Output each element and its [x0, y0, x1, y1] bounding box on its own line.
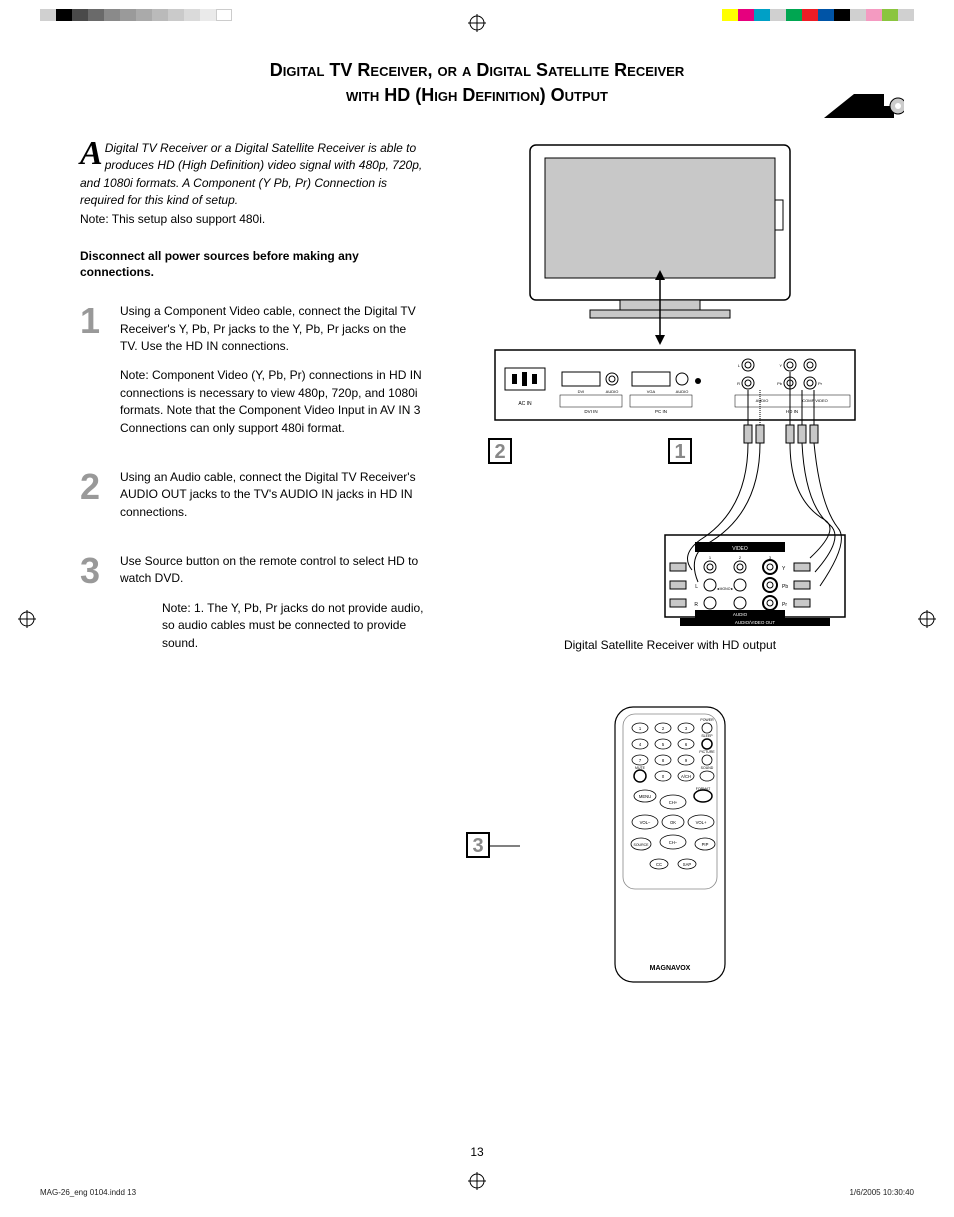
- svg-text:AUDIO: AUDIO: [606, 389, 619, 394]
- footer-filename: MAG-26_eng 0104.indd 13: [40, 1188, 136, 1197]
- svg-text:2: 2: [739, 555, 742, 560]
- svg-text:VIDEO: VIDEO: [732, 546, 748, 552]
- svg-text:MENU: MENU: [639, 794, 651, 799]
- step-text: Use Source button on the remote control …: [120, 553, 425, 588]
- intro-note: Note: This setup also support 480i.: [80, 212, 425, 226]
- diagram-caption: Digital Satellite Receiver with HD outpu…: [470, 638, 870, 652]
- title-line2: with HD (High Definition) Output: [0, 85, 954, 106]
- svg-text:Y: Y: [782, 566, 786, 572]
- step-number: 3: [80, 553, 120, 664]
- svg-text:R: R: [737, 381, 740, 386]
- disconnect-warning: Disconnect all power sources before maki…: [80, 248, 425, 282]
- svg-text:A/CH: A/CH: [681, 774, 691, 779]
- svg-text:R: R: [694, 602, 698, 608]
- svg-text:PICTURE: PICTURE: [699, 750, 715, 754]
- svg-text:Pb: Pb: [777, 381, 783, 386]
- svg-text:CC: CC: [656, 862, 662, 867]
- svg-text:VGA: VGA: [647, 389, 656, 394]
- svg-text:AUDIO: AUDIO: [756, 398, 769, 403]
- diagram-callout-3: 3: [466, 832, 490, 858]
- step-3: 3 Use Source button on the remote contro…: [80, 553, 425, 664]
- diagram-callout-2: 2: [488, 438, 512, 464]
- svg-text:Y: Y: [779, 363, 782, 368]
- svg-text:COMP VIDEO: COMP VIDEO: [802, 398, 828, 403]
- page-number: 13: [0, 1145, 954, 1159]
- remote-diagram: 123 POWER 456 SLEEP 789 PICTURE MUTE0A/C…: [470, 702, 870, 992]
- svg-text:VOL−: VOL−: [640, 820, 651, 825]
- connection-diagram: AC IN DVI AUDIO DVI IN VGA AUDIO PC IN L…: [470, 140, 870, 630]
- print-footer: MAG-26_eng 0104.indd 13 1/6/2005 10:30:4…: [40, 1188, 914, 1197]
- svg-text:PIP: PIP: [702, 842, 709, 847]
- svg-text:VOL+: VOL+: [696, 820, 707, 825]
- svg-text:Pr: Pr: [818, 381, 823, 386]
- step-2: 2 Using an Audio cable, connect the Digi…: [80, 469, 425, 533]
- svg-text:CH−: CH−: [669, 840, 678, 845]
- svg-text:DVI IN: DVI IN: [584, 409, 597, 414]
- svg-text:PC IN: PC IN: [655, 409, 667, 414]
- intro-block: A Digital TV Receiver or a Digital Satel…: [80, 140, 425, 226]
- svg-text:DVI: DVI: [578, 389, 585, 394]
- step-1: 1 Using a Component Video cable, connect…: [80, 303, 425, 449]
- registration-marks-top: [0, 8, 954, 26]
- svg-text:Pb: Pb: [782, 584, 788, 590]
- svg-text:◄MONO►: ◄MONO►: [716, 587, 734, 591]
- svg-text:MUTE: MUTE: [635, 766, 646, 770]
- svg-text:Pr: Pr: [782, 602, 787, 608]
- crosshair-icon: [468, 14, 486, 32]
- svg-text:L: L: [738, 363, 741, 368]
- svg-text:HD IN: HD IN: [786, 409, 798, 414]
- svg-text:AC IN: AC IN: [518, 401, 532, 407]
- svg-text:L: L: [695, 584, 698, 590]
- svg-text:1: 1: [709, 555, 712, 560]
- step-number: 1: [80, 303, 120, 449]
- step-note: Note: 1. The Y, Pb, Pr jacks do not prov…: [120, 600, 425, 652]
- remote-brand: MAGNAVOX: [650, 965, 691, 972]
- svg-text:SOUND: SOUND: [701, 766, 714, 770]
- intro-text: Digital TV Receiver or a Digital Satelli…: [80, 140, 425, 210]
- left-column: A Digital TV Receiver or a Digital Satel…: [80, 140, 425, 684]
- svg-text:AUDIO/VIDEO OUT: AUDIO/VIDEO OUT: [735, 620, 776, 625]
- diagram-callout-1: 1: [668, 438, 692, 464]
- svg-text:AUDIO: AUDIO: [676, 389, 689, 394]
- svg-text:POWER: POWER: [700, 718, 714, 722]
- svg-text:CH+: CH+: [669, 800, 678, 805]
- step-text: Using a Component Video cable, connect t…: [120, 303, 425, 355]
- footer-timestamp: 1/6/2005 10:30:40: [849, 1188, 914, 1197]
- page-title: Digital TV Receiver, or a Digital Satell…: [0, 60, 954, 106]
- svg-text:FORMAT: FORMAT: [696, 787, 711, 791]
- title-line1: Digital TV Receiver, or a Digital Satell…: [270, 60, 684, 80]
- svg-text:SLEEP: SLEEP: [701, 734, 713, 738]
- crosshair-icon: [918, 610, 936, 633]
- right-column: AC IN DVI AUDIO DVI IN VGA AUDIO PC IN L…: [470, 140, 870, 992]
- step-text: Note: Component Video (Y, Pb, Pr) connec…: [120, 367, 425, 437]
- step-text: Using an Audio cable, connect the Digita…: [120, 469, 425, 521]
- step-number: 2: [80, 469, 120, 533]
- page-corner-deco: [824, 94, 884, 118]
- svg-text:SOURCE: SOURCE: [634, 843, 650, 847]
- svg-text:OK: OK: [670, 820, 676, 825]
- svg-text:SAP: SAP: [683, 862, 692, 867]
- steps-list: 1 Using a Component Video cable, connect…: [80, 303, 425, 664]
- dropcap: A: [80, 140, 105, 169]
- svg-text:AUDIO: AUDIO: [733, 612, 748, 617]
- crosshair-icon: [18, 610, 36, 633]
